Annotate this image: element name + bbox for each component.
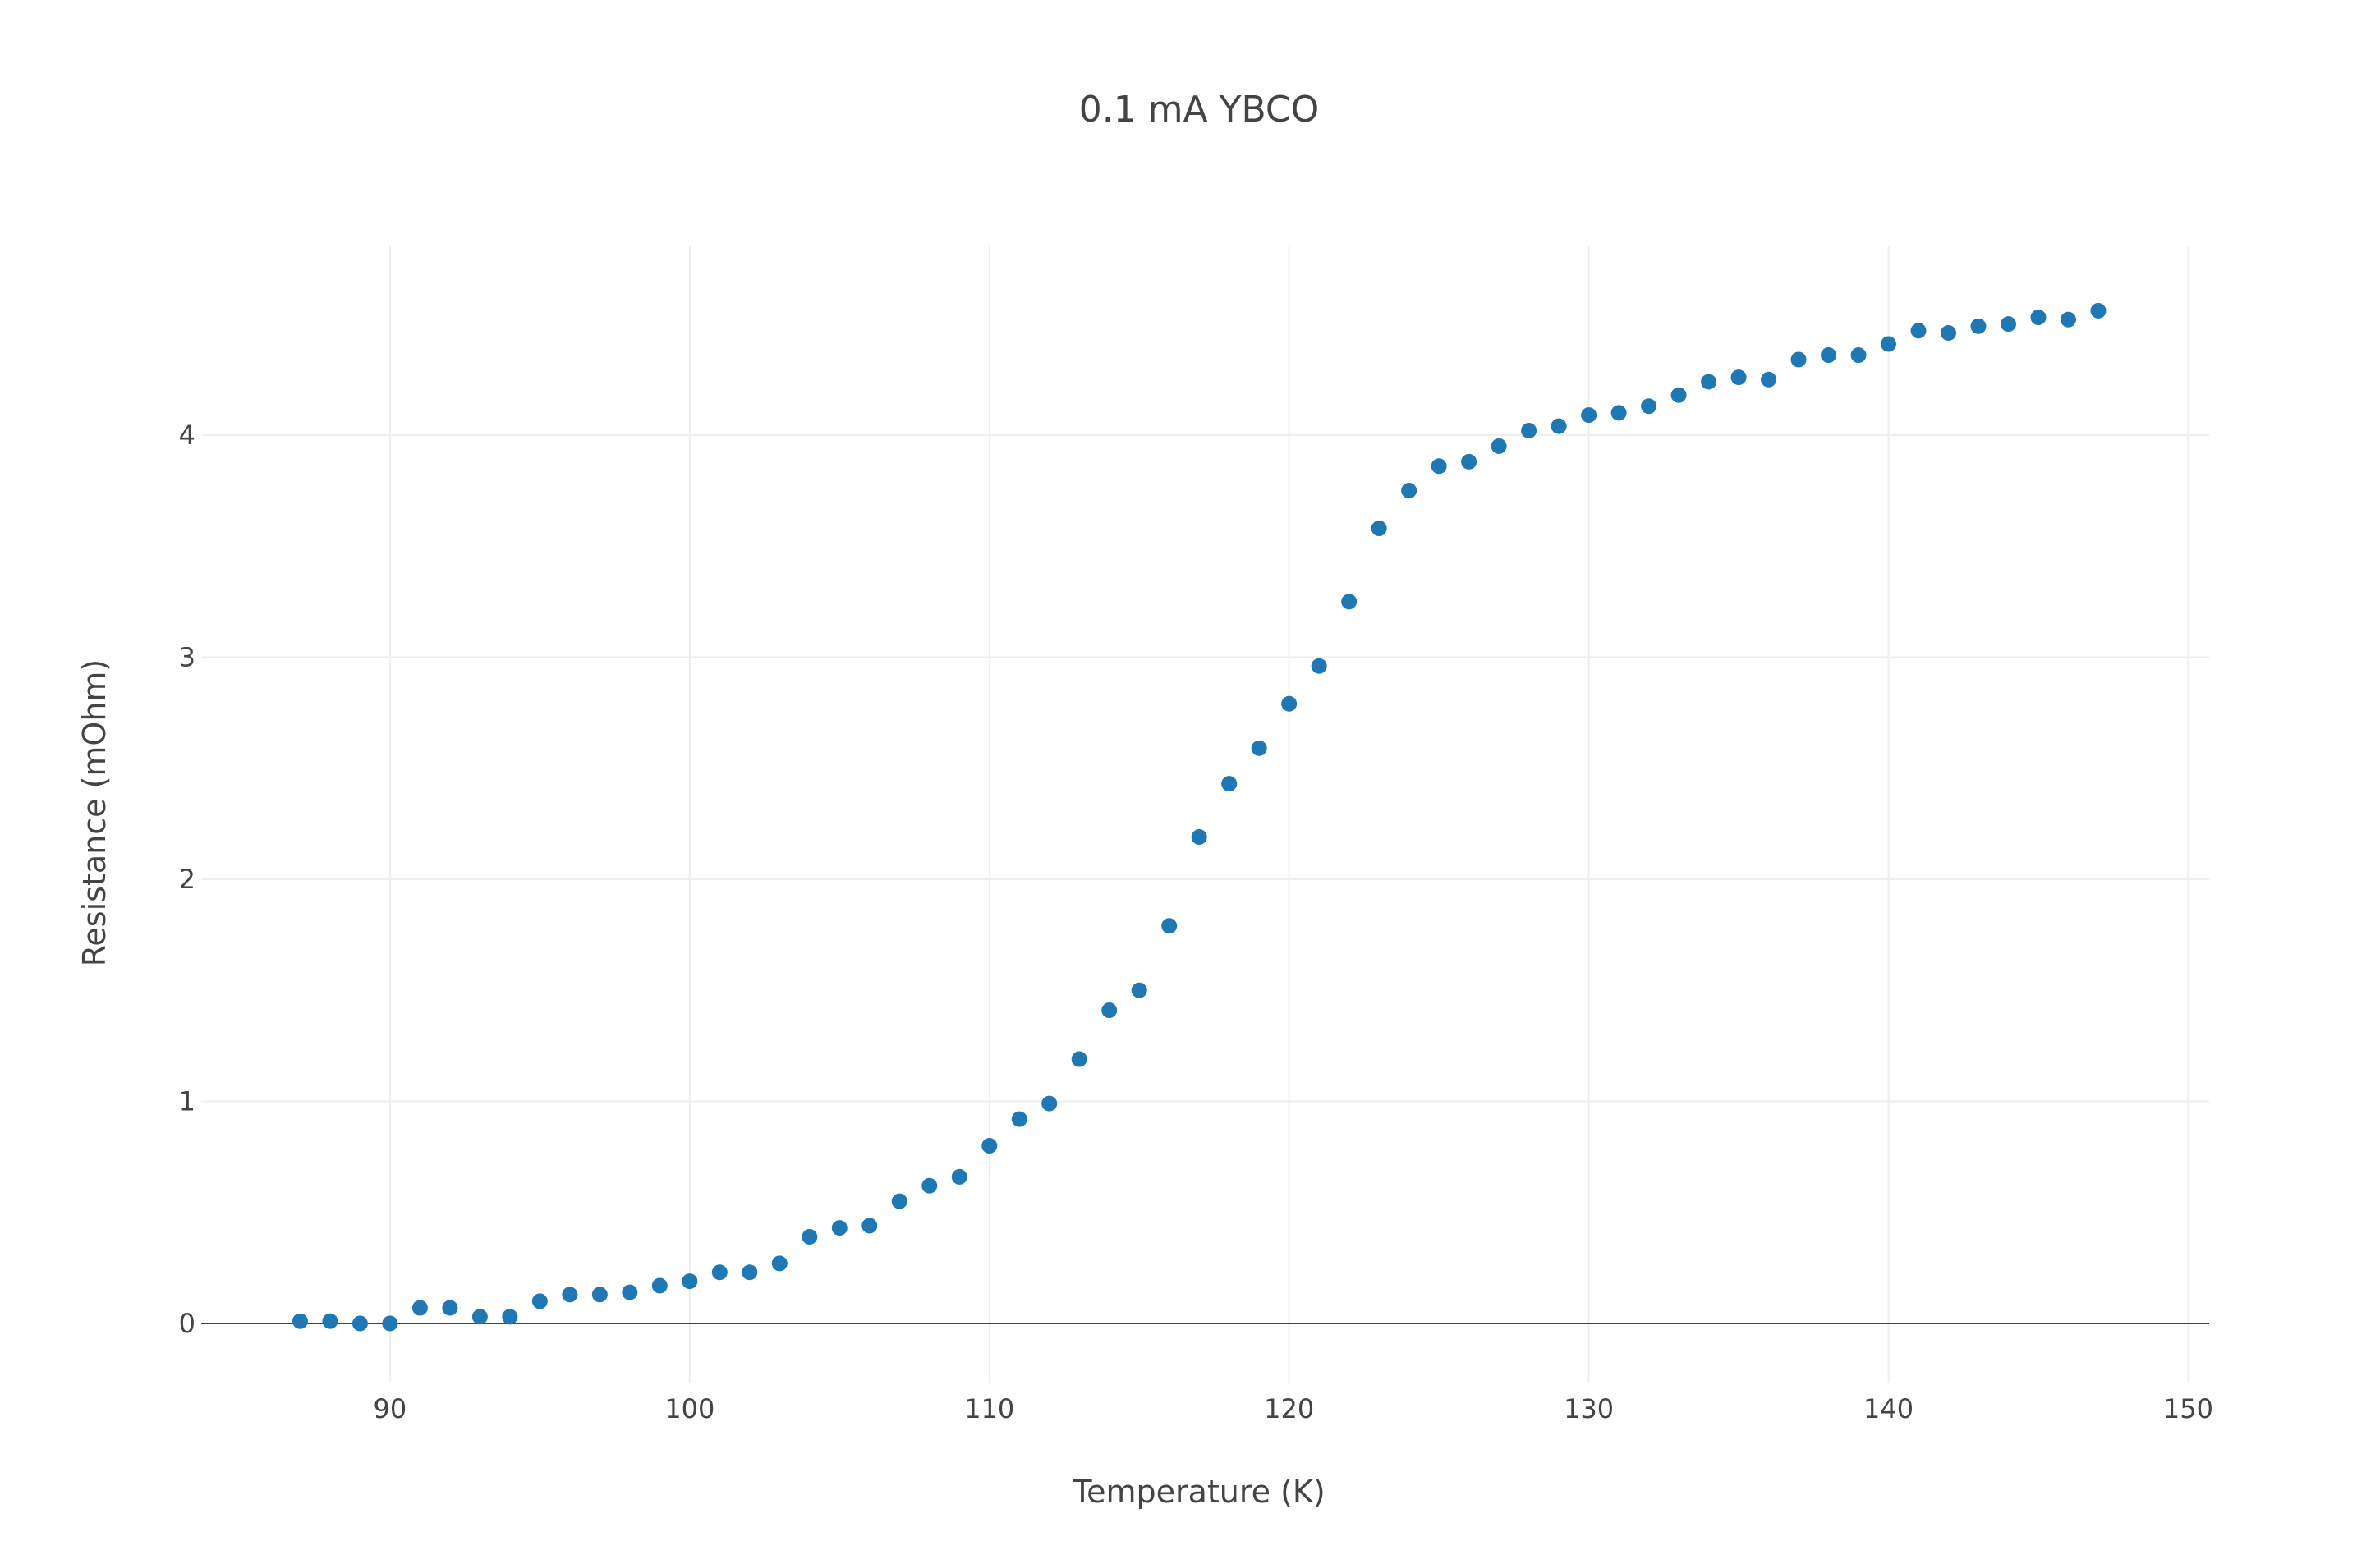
data-point-95	[531, 1293, 548, 1309]
data-point-141	[1910, 323, 1927, 339]
data-point-111	[1011, 1111, 1027, 1127]
x-tick-label-110: 110	[964, 1393, 1014, 1424]
data-point-106	[861, 1218, 878, 1234]
y-tick-label-4: 4	[179, 420, 195, 451]
data-point-144	[2001, 316, 2016, 333]
data-point-118	[1221, 776, 1238, 792]
data-point-124	[1401, 483, 1417, 499]
data-point-131	[1610, 405, 1627, 421]
x-tick-label-90: 90	[374, 1393, 407, 1424]
data-point-87	[292, 1313, 308, 1329]
data-point-134	[1701, 374, 1717, 390]
data-point-122	[1341, 594, 1358, 610]
data-point-119	[1251, 740, 1267, 756]
data-point-101	[711, 1264, 728, 1281]
data-point-108	[921, 1177, 938, 1194]
points-layer	[292, 302, 2107, 1332]
data-point-105	[831, 1220, 848, 1236]
data-point-103	[771, 1255, 788, 1272]
data-point-136	[1761, 371, 1777, 388]
data-point-127	[1491, 438, 1507, 454]
data-point-138	[1821, 347, 1837, 364]
data-point-120	[1281, 695, 1298, 712]
data-point-99	[651, 1277, 668, 1294]
data-point-129	[1551, 418, 1567, 434]
data-point-126	[1461, 453, 1477, 470]
data-point-88	[322, 1313, 338, 1329]
x-tick-label-130: 130	[1564, 1393, 1614, 1424]
axis-layer: 90 100 110 120 130 140 150 0 1 2 3 4	[179, 420, 2213, 1424]
data-point-100	[682, 1273, 698, 1290]
data-point-93	[471, 1309, 488, 1325]
data-point-107	[891, 1193, 907, 1209]
data-point-89	[351, 1315, 368, 1332]
data-point-137	[1790, 351, 1807, 368]
data-point-114	[1101, 1002, 1118, 1019]
data-point-128	[1521, 423, 1537, 439]
grid-layer	[201, 246, 2209, 1383]
data-point-112	[1041, 1095, 1058, 1112]
data-point-115	[1131, 982, 1147, 998]
x-tick-label-140: 140	[1863, 1393, 1914, 1424]
data-point-102	[742, 1264, 758, 1281]
x-tick-label-150: 150	[2163, 1393, 2213, 1424]
data-point-146	[2060, 311, 2076, 328]
data-point-139	[1850, 347, 1867, 364]
data-point-143	[1970, 318, 1987, 334]
data-point-117	[1191, 829, 1207, 846]
x-tick-label-100: 100	[664, 1393, 714, 1424]
data-point-97	[591, 1287, 608, 1303]
data-point-142	[1941, 324, 1957, 341]
x-axis-title: Temperature (K)	[1072, 1474, 1325, 1510]
data-point-116	[1161, 918, 1178, 934]
data-point-125	[1431, 458, 1447, 475]
y-tick-label-0: 0	[179, 1308, 195, 1339]
data-point-98	[622, 1284, 638, 1300]
x-tick-label-120: 120	[1264, 1393, 1314, 1424]
chart-title: 0.1 mA YBCO	[1079, 89, 1320, 131]
data-point-96	[562, 1287, 578, 1303]
data-point-113	[1071, 1051, 1087, 1067]
data-point-109	[951, 1168, 967, 1185]
data-point-92	[442, 1300, 458, 1316]
data-point-91	[411, 1300, 428, 1316]
data-point-90	[382, 1315, 398, 1332]
data-point-140	[1881, 336, 1897, 352]
y-axis-title: Resistance (mOhm)	[76, 659, 113, 967]
data-point-145	[2030, 310, 2047, 326]
data-point-133	[1670, 387, 1687, 403]
data-point-132	[1641, 398, 1657, 415]
data-point-110	[981, 1138, 998, 1154]
data-point-123	[1371, 521, 1387, 537]
data-point-121	[1311, 658, 1327, 674]
y-tick-label-2: 2	[179, 864, 195, 895]
data-point-130	[1581, 407, 1597, 424]
y-tick-label-1: 1	[179, 1085, 195, 1117]
data-point-135	[1730, 369, 1747, 386]
y-tick-label-3: 3	[179, 641, 195, 672]
data-point-94	[502, 1309, 518, 1325]
data-point-104	[802, 1228, 818, 1245]
data-point-147	[2090, 302, 2107, 319]
